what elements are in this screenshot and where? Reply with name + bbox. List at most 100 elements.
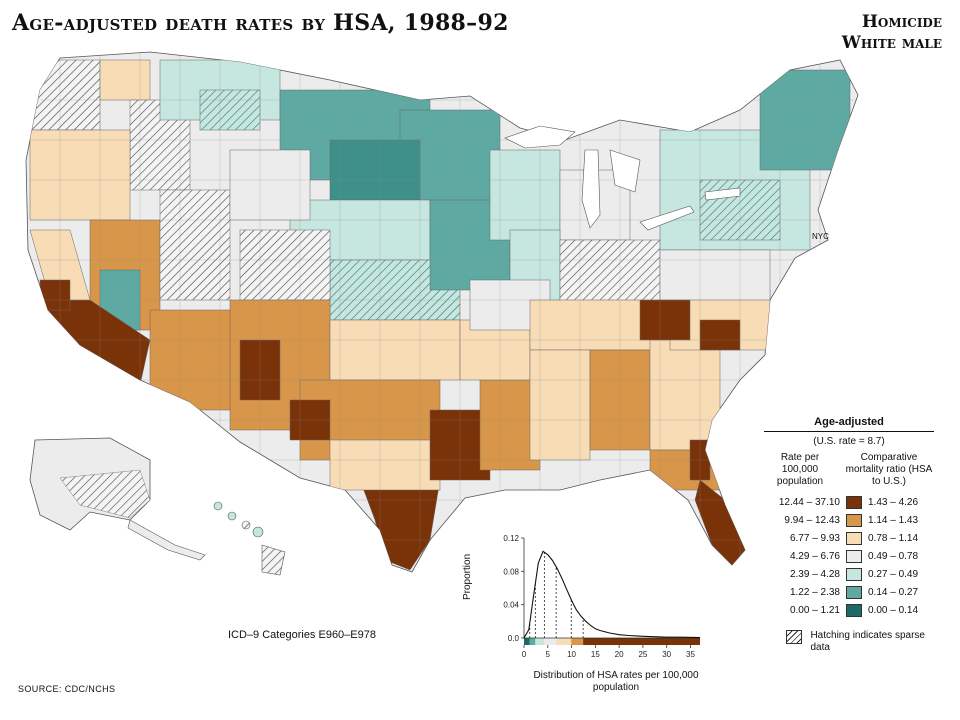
hist-class-band — [556, 638, 572, 645]
legend-rate-header: Rate per 100,000 population — [776, 452, 824, 487]
legend-headers: Rate per 100,000 population Comparative … — [764, 452, 934, 488]
legend-us-rate: (U.S. rate = 8.7) — [813, 436, 885, 447]
lake-ontario — [704, 187, 741, 201]
legend-rate-range: 6.77 – 9.93 — [789, 532, 840, 544]
hatch-note-text: Hatching indicates sparse data — [810, 630, 925, 653]
legend-rate-range: 2.39 – 4.28 — [789, 568, 840, 580]
lake-erie — [639, 205, 695, 231]
region-colorado — [239, 229, 331, 301]
hist-class-band — [524, 638, 530, 645]
hatch-note: Hatching indicates sparse data — [786, 630, 934, 654]
legend-rate-range: 9.94 – 12.43 — [784, 514, 840, 526]
region-new-england — [759, 69, 851, 171]
map-subject: Homicide White male — [842, 12, 942, 54]
region-appalachia — [639, 299, 691, 341]
hist-class-band — [544, 638, 557, 645]
region-arizona — [149, 309, 241, 411]
legend: Age-adjusted (U.S. rate = 8.7) Rate per … — [764, 416, 934, 654]
legend-rate-range: 1.22 – 2.38 — [789, 586, 840, 598]
legend-ratio-range: 1.43 – 4.26 — [868, 496, 919, 508]
region-nw-light — [99, 59, 151, 101]
legend-rate-range: 0.00 – 1.21 — [789, 604, 840, 616]
region-georgia — [649, 339, 721, 451]
region-wisconsin — [489, 149, 561, 241]
legend-swatch — [846, 549, 862, 563]
legend-swatch — [846, 567, 862, 581]
hsa-grid — [30, 52, 858, 572]
hist-y-axis-title: Proportion — [462, 553, 473, 600]
hist-x-tick-label: 20 — [615, 650, 624, 659]
hist-class-band — [583, 638, 700, 645]
hawaii-island-big — [261, 544, 286, 576]
legend-row: 12.44 – 37.10 1.43 – 4.26 — [764, 494, 934, 510]
legend-swatch — [846, 585, 862, 599]
lake-michigan — [581, 149, 601, 229]
lake-huron — [609, 149, 641, 193]
hawaii-island-1 — [213, 501, 223, 511]
legend-rows: 12.44 – 37.10 1.43 – 4.26 9.94 – 12.43 1.14… — [764, 494, 934, 618]
hatch-swatch — [786, 630, 803, 644]
map-title: Age-adjusted death rates by HSA, 1988–92 — [12, 10, 509, 36]
hawaii-island-2 — [227, 511, 237, 521]
legend-row: 0.00 – 1.21 0.00 – 0.14 — [764, 602, 934, 618]
hist-y-tick-label: 0.12 — [503, 534, 519, 543]
hist-x-tick-label: 25 — [638, 650, 647, 659]
legend-swatch — [846, 603, 862, 617]
hawaii-island-4 — [252, 526, 264, 538]
legend-ratio-range: 0.00 – 0.14 — [868, 604, 919, 616]
nyc-label: NYC — [812, 232, 829, 241]
hist-x-tick-label: 35 — [686, 650, 695, 659]
hist-x-tick-label: 5 — [546, 650, 551, 659]
legend-row: 1.22 – 2.38 0.14 – 0.27 — [764, 584, 934, 600]
region-ohio-valley — [559, 239, 661, 311]
region-mississippi — [529, 349, 591, 461]
region-california-bay — [39, 279, 71, 311]
legend-ratio-range: 0.78 – 1.14 — [868, 532, 919, 544]
region-wyoming — [229, 149, 311, 221]
source-note: SOURCE: CDC/NCHS — [18, 684, 116, 694]
subject-cause: Homicide — [861, 12, 942, 32]
legend-row: 9.94 – 12.43 1.14 – 1.43 — [764, 512, 934, 528]
legend-ratio-range: 0.27 – 0.49 — [868, 568, 919, 580]
hist-x-tick-label: 15 — [591, 650, 600, 659]
legend-rate-range: 4.29 – 6.76 — [789, 550, 840, 562]
hist-y-tick-label: 0.04 — [503, 601, 519, 610]
legend-ratio-range: 0.49 – 0.78 — [868, 550, 919, 562]
hist-density-line — [523, 550, 701, 639]
legend-swatch — [846, 531, 862, 545]
hist-x-tick-label: 10 — [567, 650, 576, 659]
legend-ratio-range: 0.14 – 0.27 — [868, 586, 919, 598]
hist-class-band — [571, 638, 584, 645]
hist-class-band — [529, 638, 536, 645]
legend-row: 6.77 – 9.93 0.78 – 1.14 — [764, 530, 934, 546]
legend-rate-range: 12.44 – 37.10 — [778, 496, 840, 508]
hist-x-axis-title: Distribution of HSA rates per 100,000 po… — [533, 670, 699, 693]
region-utah — [159, 189, 231, 301]
region-nw-hatch — [29, 59, 101, 131]
legend-title: Age-adjusted — [764, 416, 934, 432]
hist-y-tick-label: 0.0 — [508, 634, 520, 643]
hist-x-tick-label: 0 — [522, 650, 527, 659]
hist-y-tick-label: 0.08 — [503, 567, 519, 576]
legend-row: 4.29 – 6.76 0.49 – 0.78 — [764, 548, 934, 564]
legend-row: 2.39 – 4.28 0.27 – 0.49 — [764, 566, 934, 582]
region-oklahoma — [329, 319, 461, 381]
legend-swatch — [846, 513, 862, 527]
legend-swatch — [846, 495, 862, 509]
distribution-chart: 0.0 0.04 0.08 0.12 0 5 10 15 20 25 30 35 — [503, 534, 701, 659]
region-virginia — [659, 249, 771, 301]
legend-ratio-header: Comparative mortality ratio (HSA to U.S.… — [845, 452, 933, 487]
region-oregon — [29, 129, 131, 221]
hist-class-band — [535, 638, 545, 645]
lake-superior — [504, 125, 576, 149]
alaska-chain — [127, 519, 206, 561]
icd-note: ICD–9 Categories E960–E978 — [228, 629, 376, 641]
region-montana-hatch — [199, 89, 261, 131]
hawaii-island-3 — [241, 520, 251, 530]
legend-ratio-range: 1.14 – 1.43 — [868, 514, 919, 526]
subject-population: White male — [841, 33, 942, 53]
hist-x-tick-label: 30 — [662, 650, 671, 659]
region-texas-central — [329, 439, 441, 491]
region-texas-south — [359, 479, 441, 571]
